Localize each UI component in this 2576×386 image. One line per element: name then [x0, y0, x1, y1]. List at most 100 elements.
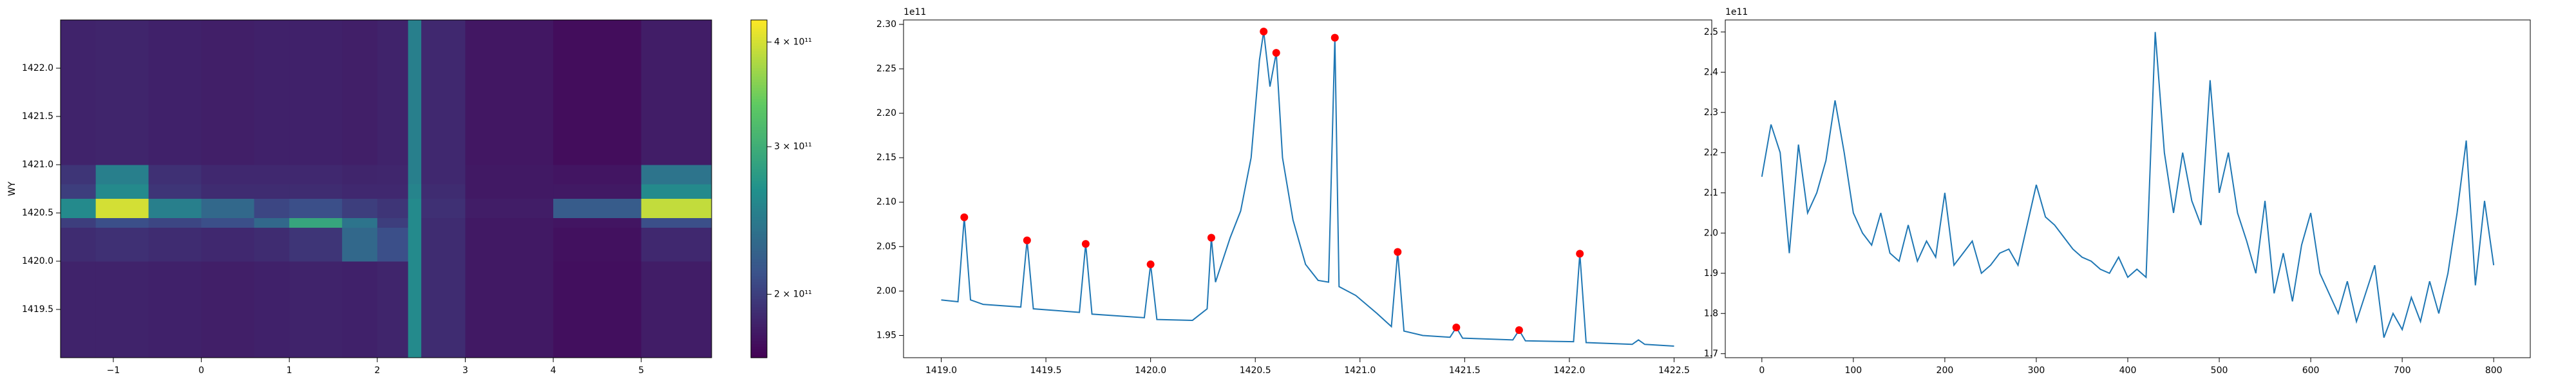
colorbar-gradient — [751, 338, 767, 342]
colorbar-gradient — [751, 264, 767, 268]
colorbar-gradient — [751, 256, 767, 260]
colorbar-gradient — [751, 268, 767, 271]
colorbar-gradient — [751, 152, 767, 156]
heatmap-cell — [201, 227, 255, 262]
x-tick-label: 0 — [198, 365, 204, 376]
colorbar-gradient — [751, 65, 767, 68]
y-tick-label: 1420.5 — [22, 208, 53, 218]
colorbar-gradient — [751, 279, 767, 282]
heatmap-cell — [421, 227, 466, 262]
colorbar-gradient — [751, 39, 767, 43]
y-tick-label: 1421.5 — [22, 111, 53, 122]
colorbar-gradient — [751, 135, 767, 139]
heatmap-cell — [254, 20, 290, 165]
colorbar-gradient — [751, 321, 767, 325]
y-tick-label: 2.10 — [876, 197, 896, 207]
x-tick-label: 600 — [2302, 365, 2320, 376]
colorbar-gradient — [751, 180, 767, 184]
colorbar-gradient — [751, 56, 767, 60]
colorbar-gradient — [751, 304, 767, 308]
y-axis-label: WY — [7, 181, 17, 196]
heatmap-cell — [641, 20, 712, 165]
heatmap-cell — [148, 165, 202, 185]
heatmap-cell — [377, 227, 409, 262]
y-tick-label: 2.20 — [876, 108, 896, 118]
colorbar-tick-label: 2 × 10¹¹ — [774, 289, 812, 299]
colorbar-gradient — [751, 191, 767, 195]
colorbar-gradient — [751, 284, 767, 288]
colorbar-gradient — [751, 248, 767, 252]
y-offset-label: 1e11 — [1725, 7, 1748, 17]
colorbar-gradient — [751, 70, 767, 74]
colorbar-gradient — [751, 200, 767, 203]
colorbar-gradient — [751, 231, 767, 235]
heatmap-cell — [465, 217, 554, 228]
colorbar-gradient — [751, 236, 767, 240]
heatmap-cell — [641, 184, 712, 199]
colorbar-gradient — [751, 340, 767, 344]
y-tick-label: 2.3 — [1704, 107, 1718, 118]
heatmap-cell — [289, 217, 343, 228]
colorbar-gradient — [751, 273, 767, 277]
heatmap-cell — [408, 165, 422, 185]
x-tick-label: 200 — [1937, 365, 1954, 376]
colorbar-gradient — [751, 329, 767, 333]
colorbar-gradient — [751, 62, 767, 66]
heatmap-cell — [421, 165, 466, 185]
heatmap-cell — [377, 20, 409, 165]
colorbar-gradient — [751, 84, 767, 88]
heatmap-cell — [148, 227, 202, 262]
colorbar-gradient — [751, 172, 767, 176]
heatmap-cell — [342, 261, 378, 358]
colorbar-gradient — [751, 239, 767, 243]
colorbar-gradient — [751, 113, 767, 116]
heatmap-cell — [421, 20, 466, 165]
heatmap-cell — [342, 184, 378, 199]
x-tick-label: 4 — [551, 365, 556, 376]
colorbar-gradient — [751, 28, 767, 32]
heatmap-cell — [201, 165, 255, 185]
heatmap-cell — [408, 198, 422, 218]
heatmap-cell — [201, 184, 255, 199]
heatmap-cell — [553, 184, 642, 199]
heatmap-cell — [148, 184, 202, 199]
y-tick-label: 2.2 — [1704, 147, 1718, 158]
colorbar-gradient — [751, 346, 767, 350]
colorbar-gradient — [751, 293, 767, 297]
colorbar-gradient — [751, 138, 767, 142]
colorbar-gradient — [751, 315, 767, 319]
x-tick-label: 1421.0 — [1344, 365, 1376, 376]
colorbar-gradient — [751, 124, 767, 127]
y-tick-label: 2.30 — [876, 19, 896, 30]
heatmap-cell — [342, 165, 378, 185]
heatmap-cell — [289, 184, 343, 199]
x-tick-label: 800 — [2485, 365, 2503, 376]
y-tick-label: 2.0 — [1704, 228, 1718, 238]
colorbar-gradient — [751, 203, 767, 207]
heatmap-cell — [289, 227, 343, 262]
heatmap-cell — [254, 198, 290, 218]
heatmap-cell — [254, 217, 290, 228]
heatmap-cell — [61, 217, 97, 228]
heatmap-cell — [289, 261, 343, 358]
heatmap-cell — [641, 217, 712, 228]
colorbar-gradient — [751, 228, 767, 232]
x-tick-label: −1 — [107, 365, 120, 376]
heatmap-cell — [641, 165, 712, 185]
heatmap-cell — [342, 227, 378, 262]
x-tick-label: 1420.0 — [1135, 365, 1166, 376]
y-tick-label: 2.5 — [1704, 27, 1718, 37]
colorbar-gradient — [751, 169, 767, 172]
x-tick-label: 3 — [462, 365, 468, 376]
colorbar-gradient — [751, 234, 767, 237]
y-tick-label: 1422.0 — [22, 63, 53, 73]
x-tick-label: 1422.0 — [1553, 365, 1585, 376]
y-tick-label: 2.15 — [876, 152, 896, 163]
colorbar-gradient — [751, 73, 767, 77]
peak-marker — [960, 213, 969, 221]
colorbar-gradient — [751, 160, 767, 164]
colorbar-gradient — [751, 133, 767, 136]
heatmap-cell — [289, 165, 343, 185]
colorbar-gradient — [751, 115, 767, 119]
